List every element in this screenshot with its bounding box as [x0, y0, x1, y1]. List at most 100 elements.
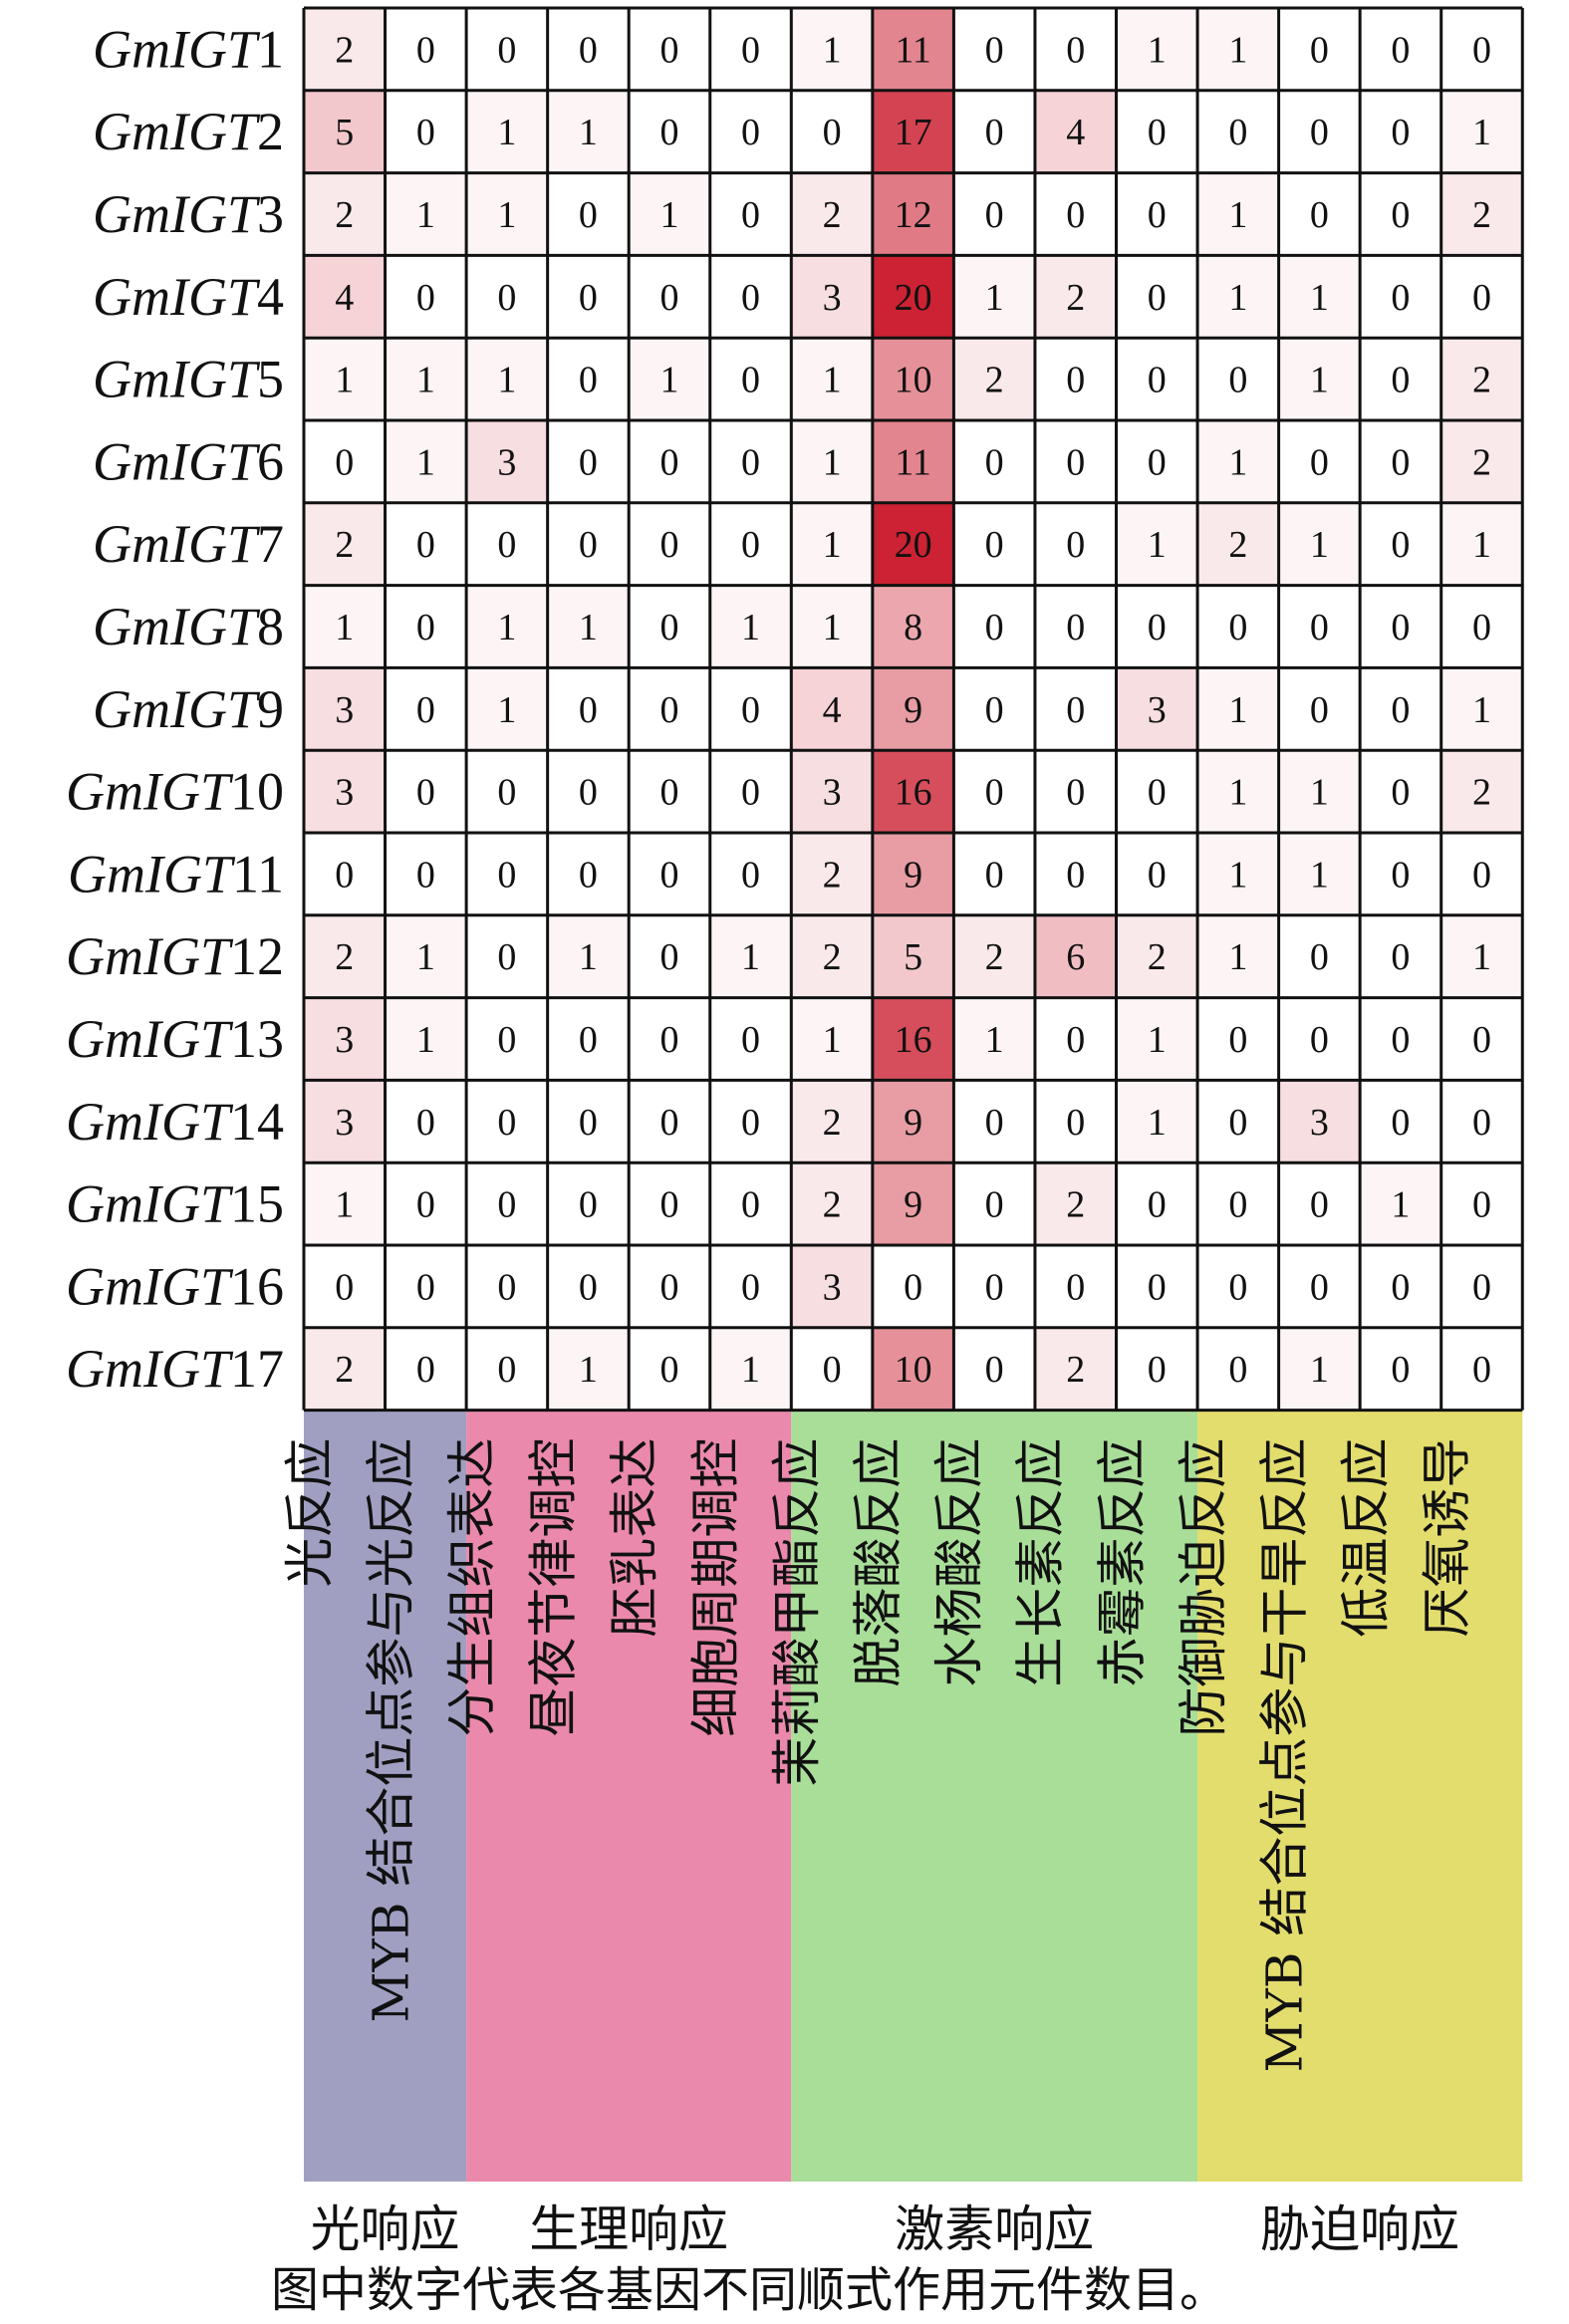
cell-value: 1 — [335, 1184, 354, 1226]
heatmap-cell — [466, 667, 548, 751]
cell-value: 3 — [335, 772, 354, 814]
cell-value: 0 — [497, 29, 516, 71]
heatmap-cell — [1197, 1245, 1279, 1328]
row-label: GmIGT6 — [93, 431, 284, 491]
cell-value: 1 — [1310, 854, 1329, 896]
cell-value: 3 — [335, 689, 354, 731]
heatmap-cell — [953, 1327, 1035, 1411]
heatmap-cell — [385, 8, 467, 91]
row-label: GmIGT1 — [93, 19, 284, 79]
row-labels: GmIGT1 GmIGT2 GmIGT3 GmIGT4 GmIGT5 GmIGT6 GmIG… — [66, 19, 284, 1399]
heatmap-cell — [1278, 997, 1361, 1081]
cell-value: 2 — [335, 29, 354, 71]
column-label: 光反应 — [281, 1438, 339, 1588]
heatmap-cell — [629, 420, 710, 503]
heatmap-cell — [1197, 667, 1279, 751]
heatmap-cell — [872, 8, 954, 91]
heatmap-cell — [953, 750, 1035, 833]
heatmap-cell — [872, 1080, 954, 1163]
heatmap-cell — [791, 1080, 873, 1163]
cell-value: 0 — [985, 1102, 1004, 1144]
cell-value: 1 — [416, 194, 435, 236]
cell-value: 2 — [1472, 360, 1491, 401]
heatmap-cell — [629, 914, 710, 998]
heatmap-cell — [385, 420, 467, 503]
cell-value: 2 — [335, 524, 354, 566]
cell-value: 0 — [579, 524, 598, 566]
heatmap-cell — [1197, 420, 1279, 503]
heatmap-cell — [1034, 914, 1117, 998]
cell-value: 0 — [1066, 607, 1085, 648]
heatmap-cell — [1360, 420, 1441, 503]
cell-value: 1 — [497, 112, 516, 153]
heatmap-cell — [791, 172, 873, 256]
heatmap-cell — [872, 338, 954, 420]
heatmap-cell — [872, 502, 954, 586]
heatmap-cell — [709, 1162, 792, 1245]
cell-value: 0 — [1148, 772, 1167, 814]
cell-value: 0 — [579, 1019, 598, 1061]
group-bands — [304, 1410, 1523, 2182]
cell-value: 0 — [579, 1266, 598, 1308]
heatmap-cell — [953, 667, 1035, 751]
cell-value: 8 — [904, 607, 922, 648]
heatmap-cell — [709, 750, 792, 833]
cell-value: 0 — [1391, 194, 1410, 236]
heatmap-cell — [1034, 502, 1117, 586]
heatmap-cell — [304, 833, 386, 915]
heatmap-cell — [304, 1245, 386, 1328]
heatmap-cell — [1116, 8, 1198, 91]
cell-value: 0 — [1066, 29, 1085, 71]
cell-value: 2 — [823, 1184, 842, 1226]
group-labels: 光响应 生理响应 激素响应 胁迫响应 — [311, 2200, 1460, 2258]
heatmap-cell — [1440, 502, 1523, 586]
cell-value: 0 — [1148, 1349, 1167, 1391]
cell-value: 1 — [1472, 689, 1491, 731]
cell-value: 1 — [1472, 936, 1491, 978]
heatmap-cell — [547, 502, 630, 586]
heatmap-cell — [1197, 585, 1279, 668]
heatmap-cell — [1034, 1162, 1117, 1245]
heatmap-cell — [385, 667, 467, 751]
cell-value: 1 — [1472, 524, 1491, 566]
cell-value: 0 — [416, 1102, 435, 1144]
heatmap-cell — [1197, 338, 1279, 420]
cell-value: 2 — [823, 854, 842, 896]
heatmap-cell — [629, 750, 710, 833]
heatmap-cell — [953, 172, 1035, 256]
heatmap-cell — [709, 667, 792, 751]
cell-value: 0 — [659, 1102, 678, 1144]
cell-value: 0 — [579, 441, 598, 483]
column-label: 厌氧诱导 — [1418, 1438, 1475, 1638]
heatmap-cell — [466, 997, 548, 1081]
cell-value: 0 — [579, 854, 598, 896]
heatmap-cell — [1278, 420, 1361, 503]
cell-value: 0 — [416, 772, 435, 814]
heatmap-cell — [1278, 1080, 1361, 1163]
cell-value: 1 — [1228, 194, 1247, 236]
cell-value: 3 — [497, 441, 516, 483]
cell-value: 1 — [1310, 1349, 1329, 1391]
heatmap-cell — [1034, 667, 1117, 751]
heatmap-cell — [466, 172, 548, 256]
heatmap-cell — [1116, 585, 1198, 668]
heatmap-cell — [466, 1245, 548, 1328]
heatmap-cell — [629, 997, 710, 1081]
heatmap-cell — [1197, 8, 1279, 91]
cell-value: 0 — [497, 1349, 516, 1391]
heatmap-cell — [791, 1245, 873, 1328]
heatmap-cell — [304, 255, 386, 339]
heatmap-cell — [1278, 667, 1361, 751]
heatmap-cell — [547, 997, 630, 1081]
heatmap-cell — [791, 997, 873, 1081]
cell-value: 2 — [823, 936, 842, 978]
group-label: 胁迫响应 — [1260, 2200, 1459, 2258]
cell-value: 2 — [1066, 1184, 1085, 1226]
heatmap-cell — [466, 1080, 548, 1163]
cell-value: 0 — [579, 360, 598, 401]
cell-value: 0 — [416, 29, 435, 71]
cell-value: 16 — [895, 1019, 932, 1061]
row-label: GmIGT11 — [68, 844, 284, 904]
heatmap-cell — [1440, 8, 1523, 91]
cell-value: 1 — [823, 524, 842, 566]
